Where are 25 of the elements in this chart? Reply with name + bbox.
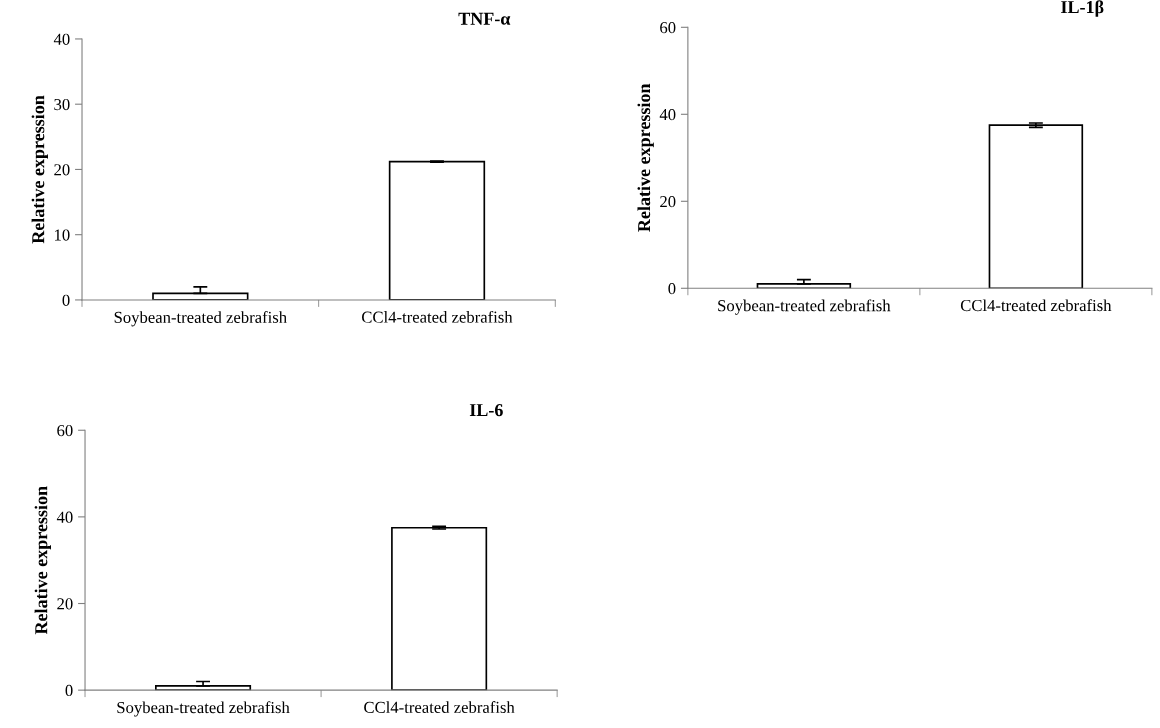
chart-title: TNF-α [458, 12, 511, 25]
y-tick-label: 10 [55, 229, 70, 241]
y-tick-label: 0 [65, 684, 73, 697]
y-tick-label: 20 [54, 164, 70, 176]
y-axis-title: Relative expression [637, 83, 654, 232]
x-tick-label: CCl4-treated zebrafish [960, 299, 1112, 312]
y-tick-label: 60 [660, 22, 676, 34]
x-tick-label: Soybean-treated zebrafish [718, 299, 891, 315]
y-axis-title: Relative expression [34, 486, 51, 635]
y-tick-label: 40 [56, 511, 73, 523]
chart-title: IL-6 [469, 404, 503, 417]
x-tick-label: CCl4-treated zebrafish [361, 310, 513, 323]
y-tick-label: 40 [53, 33, 70, 45]
y-tick-label: 40 [659, 109, 676, 121]
y-tick-label: 20 [57, 598, 73, 610]
y-tick-label: 20 [660, 195, 676, 208]
y-tick-label: 0 [668, 282, 676, 295]
y-axis-title: Relative expression [31, 95, 48, 244]
y-tick-label: 60 [57, 424, 73, 437]
x-tick-label: Soybean-treated zebrafish [117, 701, 290, 717]
x-tick-label: Soybean-treated zebrafish [114, 311, 287, 327]
y-tick-label: 30 [54, 98, 70, 111]
x-tick-label: CCl4-treated zebrafish [364, 701, 515, 713]
y-tick-label: 0 [62, 294, 70, 306]
chart-title: IL-1β [1061, 0, 1104, 17]
